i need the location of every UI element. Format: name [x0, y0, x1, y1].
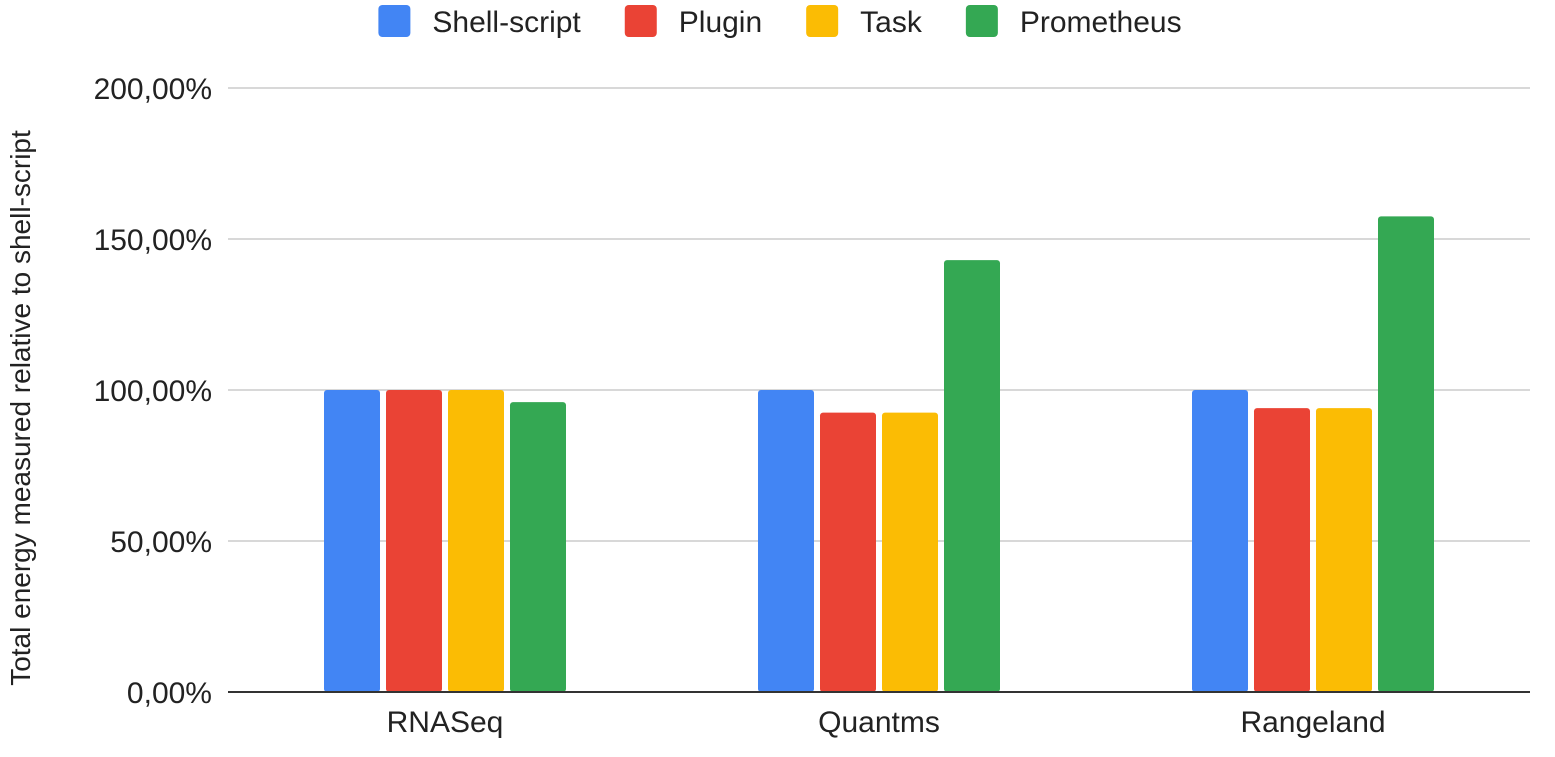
bar-plugin-rangeland [1254, 408, 1310, 692]
legend-label: Task [860, 6, 923, 39]
bar-shell-script-rnaseq [324, 390, 380, 692]
x-tick-label: Rangeland [1240, 706, 1385, 739]
legend-item-prometheus: Prometheus [965, 5, 1182, 39]
bar-shell-script-quantms [758, 390, 814, 692]
chart-legend: Shell-script Plugin Task Prometheus [378, 5, 1182, 39]
legend-label: Prometheus [1020, 6, 1182, 39]
bar-task-quantms [882, 412, 938, 692]
legend-item-plugin: Plugin [624, 5, 762, 39]
legend-item-shell-script: Shell-script [378, 5, 581, 39]
legend-swatch [624, 5, 657, 37]
y-tick-label: 50,00% [110, 526, 212, 559]
bar-task-rangeland [1316, 408, 1372, 692]
bar-task-rnaseq [448, 390, 504, 692]
bar-plugin-quantms [820, 412, 876, 692]
y-tick-label: 100,00% [94, 375, 212, 408]
y-tick-label: 200,00% [94, 73, 212, 106]
x-tick-label: Quantms [818, 706, 940, 739]
legend-item-task: Task [806, 5, 923, 39]
legend-label: Plugin [679, 6, 762, 39]
grid-lines [228, 87, 1530, 542]
bar-prometheus-rangeland [1378, 216, 1434, 692]
legend-swatch [378, 5, 411, 37]
bar-prometheus-rnaseq [510, 402, 566, 692]
y-axis-title: Total energy measured relative to shell-… [5, 130, 36, 686]
y-tick-label: 0,00% [127, 677, 212, 710]
x-axis-ticks: RNASeq Quantms Rangeland [387, 706, 1386, 739]
y-tick-label: 150,00% [94, 224, 212, 257]
bar-prometheus-quantms [944, 260, 1000, 692]
legend-label: Shell-script [432, 6, 581, 39]
legend-swatch [965, 5, 998, 37]
bars [324, 216, 1434, 692]
legend-swatch [806, 5, 839, 37]
bar-shell-script-rangeland [1192, 390, 1248, 692]
bar-plugin-rnaseq [386, 390, 442, 692]
x-tick-label: RNASeq [387, 706, 504, 739]
y-axis-ticks: 0,00% 50,00% 100,00% 150,00% 200,00% [94, 73, 212, 710]
